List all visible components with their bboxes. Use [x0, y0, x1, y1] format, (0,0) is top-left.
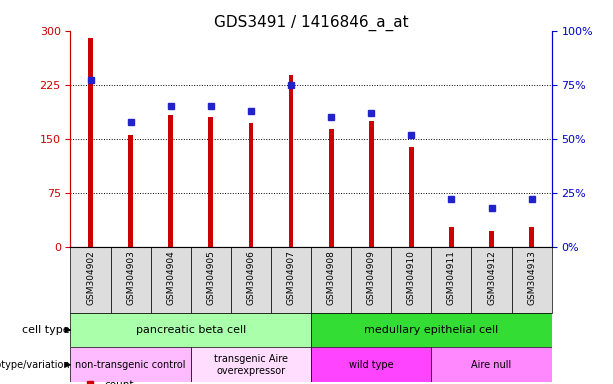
Bar	[432, 247, 471, 313]
Bar	[289, 75, 294, 247]
Bar	[128, 135, 133, 247]
Text: GSM304911: GSM304911	[447, 250, 456, 305]
Text: GSM304909: GSM304909	[367, 250, 376, 305]
Bar	[512, 247, 552, 313]
Bar	[231, 247, 271, 313]
Text: genotype/variation: genotype/variation	[0, 360, 70, 370]
Bar	[351, 247, 391, 313]
Bar	[110, 247, 151, 313]
Bar	[311, 313, 552, 348]
Bar	[151, 247, 191, 313]
Bar	[449, 227, 454, 247]
Text: GSM304904: GSM304904	[166, 250, 175, 305]
Bar	[169, 115, 173, 247]
Text: wild type: wild type	[349, 360, 394, 370]
Bar	[70, 348, 191, 382]
Text: medullary epithelial cell: medullary epithelial cell	[364, 325, 498, 335]
Bar	[489, 231, 494, 247]
Text: GSM304905: GSM304905	[207, 250, 215, 305]
Text: transgenic Aire
overexpressor: transgenic Aire overexpressor	[214, 354, 288, 376]
Bar	[191, 348, 311, 382]
Bar	[409, 147, 414, 247]
Bar	[271, 247, 311, 313]
Text: GSM304913: GSM304913	[527, 250, 536, 305]
Legend: count, percentile rank within the sample: count, percentile rank within the sample	[75, 376, 285, 384]
Bar	[471, 247, 512, 313]
Bar	[248, 123, 253, 247]
Bar	[432, 348, 552, 382]
Bar	[529, 227, 534, 247]
Text: Aire null: Aire null	[471, 360, 512, 370]
Bar	[329, 129, 333, 247]
Bar	[191, 247, 231, 313]
Bar	[208, 117, 213, 247]
Bar	[369, 121, 374, 247]
Text: GSM304908: GSM304908	[327, 250, 336, 305]
Bar	[88, 38, 93, 247]
Text: GSM304902: GSM304902	[86, 250, 95, 305]
Bar	[311, 247, 351, 313]
Text: pancreatic beta cell: pancreatic beta cell	[135, 325, 246, 335]
Text: GSM304907: GSM304907	[286, 250, 295, 305]
Title: GDS3491 / 1416846_a_at: GDS3491 / 1416846_a_at	[214, 15, 408, 31]
Text: non-transgenic control: non-transgenic control	[75, 360, 186, 370]
Bar	[391, 247, 432, 313]
Text: cell type: cell type	[22, 325, 70, 335]
Text: GSM304912: GSM304912	[487, 250, 496, 305]
Bar	[70, 247, 110, 313]
Text: GSM304903: GSM304903	[126, 250, 135, 305]
Bar	[70, 313, 311, 348]
Text: GSM304910: GSM304910	[407, 250, 416, 305]
Bar	[311, 348, 432, 382]
Text: GSM304906: GSM304906	[246, 250, 256, 305]
